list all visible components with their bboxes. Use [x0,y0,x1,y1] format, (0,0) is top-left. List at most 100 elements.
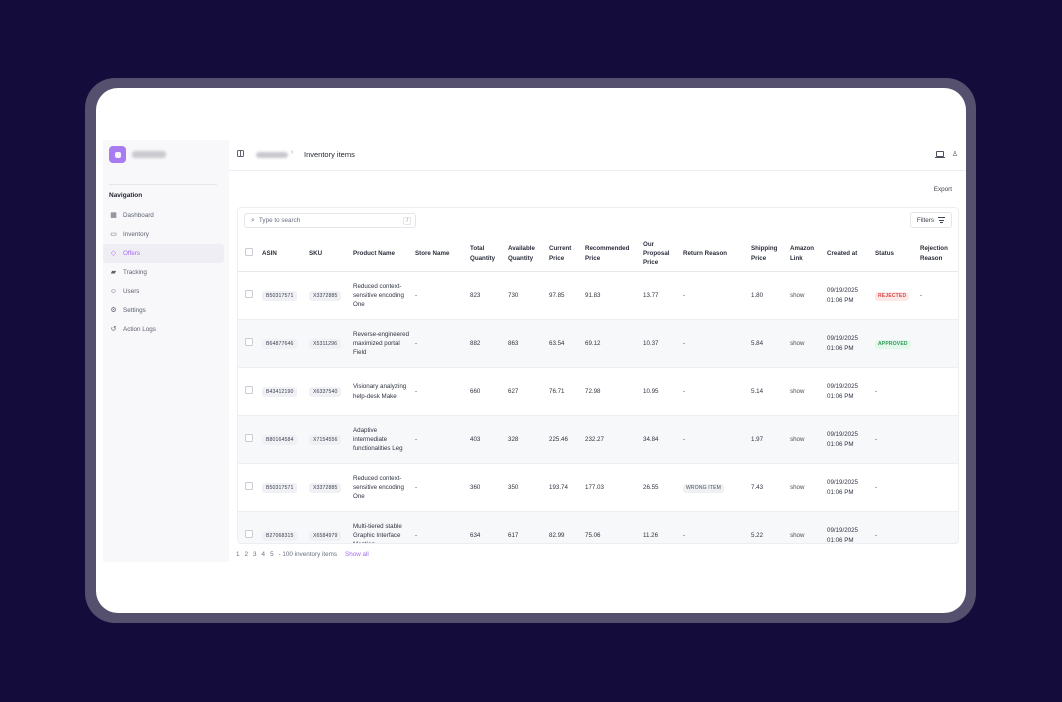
store-name-cell: - [411,511,466,543]
row-select-cell[interactable] [238,511,258,543]
available-quantity-cell: 617 [504,511,545,543]
rejection-reason-cell [916,415,958,464]
sidebar-item-dashboard[interactable]: ▦ Dashboard [103,206,224,225]
sku-chip: X3372885 [309,290,342,301]
column-header[interactable]: SKU [305,236,349,272]
current-price-cell: 76.71 [545,367,581,416]
column-header[interactable]: ASIN [258,236,305,272]
page-link[interactable]: 2 [244,551,249,558]
sku-cell: X6584979 [305,511,349,543]
column-header[interactable]: Total Quantity [466,236,504,272]
select-all-cell[interactable] [238,236,258,272]
amazon-show-link[interactable]: show [790,291,805,299]
table-row[interactable]: B80164584 X7154556 Adaptive intermediate… [238,415,958,464]
sidebar-item-tracking[interactable]: ▰ Tracking [103,263,224,282]
column-header[interactable]: Created at [823,236,871,272]
sidebar-item-inventory[interactable]: ▭ Inventory [103,225,224,244]
row-checkbox[interactable] [245,481,253,490]
status-badge: REJECTED [875,291,910,301]
row-checkbox[interactable] [245,433,253,442]
sku-cell: X7154556 [305,415,349,464]
asin-chip: B64877646 [262,338,298,349]
table-row[interactable]: B27068315 X6584979 Multi-tiered stable G… [238,511,958,543]
page-link[interactable]: 4 [261,551,266,558]
row-select-cell[interactable] [238,367,258,416]
user-icon[interactable]: ♙ [951,151,958,158]
tag-icon: ◇ [110,250,117,257]
amazon-show-link[interactable]: show [790,531,805,539]
status-cell: - [871,415,916,464]
total-quantity-cell: 823 [466,271,504,320]
search-input[interactable] [258,217,389,224]
page-link[interactable]: 5 [270,551,274,558]
sidebar-item-offers[interactable]: ◇ Offers [103,244,224,263]
product-name-cell: Reduced context-sensitive encoding One [349,271,411,320]
created-at-cell: 09/19/2025 01:06 PM [823,511,871,543]
row-checkbox[interactable] [245,529,253,538]
store-name-cell: - [411,271,466,320]
sidebar-item-settings[interactable]: ⚙ Settings [103,301,224,320]
filters-button[interactable]: Filters [909,212,952,228]
return-reason-cell: WRONG ITEM [679,463,747,512]
column-header[interactable]: Status [871,236,916,272]
proposal-price-cell: 11.26 [639,511,679,543]
page-link[interactable]: 1 [236,551,240,558]
row-checkbox[interactable] [245,337,253,346]
amazon-show-link[interactable]: show [790,483,805,491]
amazon-show-link[interactable]: show [790,387,805,395]
nav-title: Navigation [109,192,143,199]
row-checkbox[interactable] [245,289,253,298]
table-row[interactable]: B64877646 X5311296 Reverse-engineered ma… [238,319,958,368]
amazon-link-cell: show [786,463,823,512]
row-select-cell[interactable] [238,463,258,512]
column-header[interactable]: Our Proposal Price [639,236,679,272]
proposal-price-cell: 34.84 [639,415,679,464]
column-header[interactable]: Rejection Reason [916,236,958,272]
sidebar-item-users[interactable]: ☺ Users [103,282,224,301]
table-row[interactable]: B50317571 X3372885 Reduced context-sensi… [238,271,958,320]
row-checkbox[interactable] [245,385,253,394]
shipping-price-cell: 1.97 [747,415,786,464]
brand-name-blurred [132,151,166,158]
brand[interactable] [109,146,166,163]
column-header[interactable]: Return Reason [679,236,747,272]
row-select-cell[interactable] [238,271,258,320]
product-name-cell: Reduced context-sensitive encoding One [349,463,411,512]
column-header[interactable]: Available Quantity [504,236,545,272]
amazon-show-link[interactable]: show [790,339,805,347]
shipping-price-cell: 1.80 [747,271,786,320]
show-all-link[interactable]: Show all [345,551,369,558]
breadcrumb-parent-blurred[interactable] [256,152,288,158]
search-box[interactable]: ⌕ / [244,213,416,228]
sidebar-item-label: Settings [123,307,146,314]
sidebar-item-action-logs[interactable]: ↺ Action Logs [103,320,224,339]
column-header[interactable]: Shipping Price [747,236,786,272]
available-quantity-cell: 627 [504,367,545,416]
column-header[interactable]: Product Name [349,236,411,272]
row-select-cell[interactable] [238,415,258,464]
sku-cell: X5311296 [305,319,349,368]
created-at-cell: 09/19/2025 01:06 PM [823,271,871,320]
amazon-show-link[interactable]: show [790,435,805,443]
product-name-cell: Visionary analyzing help-desk Make [349,367,411,416]
page-link[interactable]: 3 [253,551,257,558]
amazon-link-cell: show [786,511,823,543]
laptop-icon[interactable] [935,151,945,158]
row-select-cell[interactable] [238,319,258,368]
store-name-cell: - [411,415,466,464]
table-row[interactable]: B50317571 X3372885 Reduced context-sensi… [238,463,958,512]
export-button[interactable]: Export [928,182,957,196]
column-header[interactable]: Store Name [411,236,466,272]
column-header[interactable]: Amazon Link [786,236,823,272]
current-price-cell: 225.46 [545,415,581,464]
column-header[interactable]: Current Price [545,236,581,272]
select-all-checkbox[interactable] [245,247,253,256]
column-header[interactable]: Recommended Price [581,236,639,272]
proposal-price-cell: 10.95 [639,367,679,416]
table-row[interactable]: B43412190 X6337540 Visionary analyzing h… [238,367,958,416]
sku-chip: X6584979 [309,530,342,541]
total-quantity-cell: 360 [466,463,504,512]
recommended-price-cell: 177.03 [581,463,639,512]
sidebar-toggle-icon[interactable] [237,150,244,157]
logo-icon [109,146,126,163]
